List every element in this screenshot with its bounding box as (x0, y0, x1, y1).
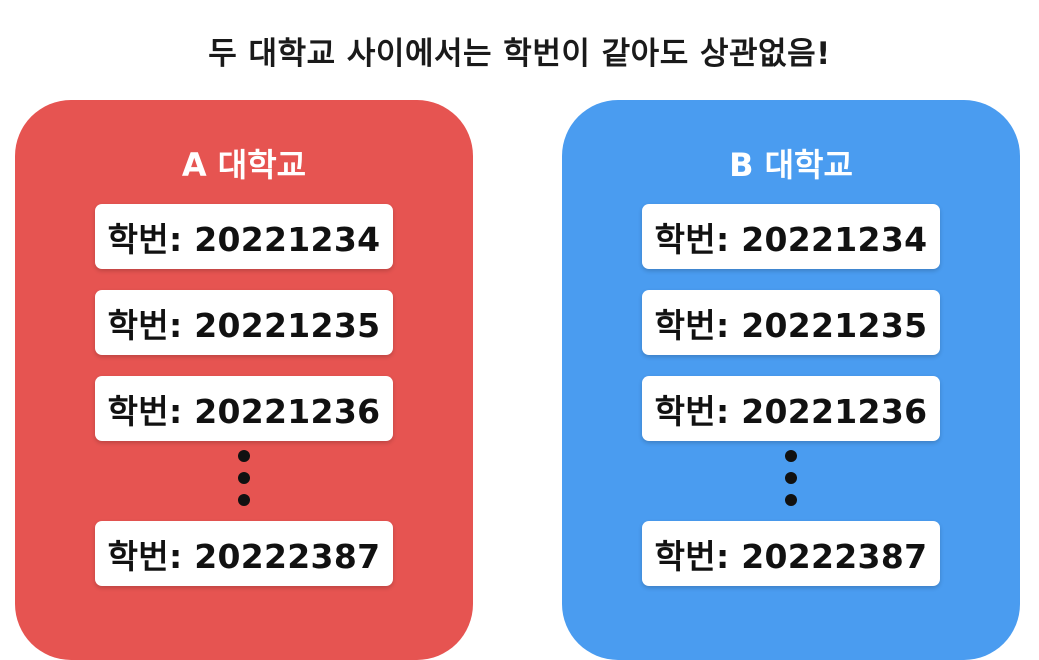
dot (238, 494, 250, 506)
dot (785, 450, 797, 462)
ellipsis-dots (785, 450, 797, 510)
dot (238, 450, 250, 462)
student-id-card: 학번: 20221236 (642, 376, 940, 441)
ellipsis-dots (238, 450, 250, 510)
student-id-card: 학번: 20221234 (642, 204, 940, 269)
university-b-panel: B 대학교 학번: 20221234 학번: 20221235 학번: 2022… (562, 100, 1020, 660)
student-id-card: 학번: 20222387 (642, 521, 940, 586)
dot (785, 494, 797, 506)
student-id-card: 학번: 20221235 (642, 290, 940, 355)
student-id-card: 학번: 20221235 (95, 290, 393, 355)
page-title: 두 대학교 사이에서는 학번이 같아도 상관없음! (208, 36, 831, 72)
panel-title-a: A 대학교 (181, 146, 307, 184)
university-a-panel: A 대학교 학번: 20221234 학번: 20221235 학번: 2022… (15, 100, 473, 660)
panel-title-b: B 대학교 (729, 146, 853, 184)
dot (238, 472, 250, 484)
student-id-card: 학번: 20221234 (95, 204, 393, 269)
student-id-card: 학번: 20221236 (95, 376, 393, 441)
student-id-card: 학번: 20222387 (95, 521, 393, 586)
dot (785, 472, 797, 484)
